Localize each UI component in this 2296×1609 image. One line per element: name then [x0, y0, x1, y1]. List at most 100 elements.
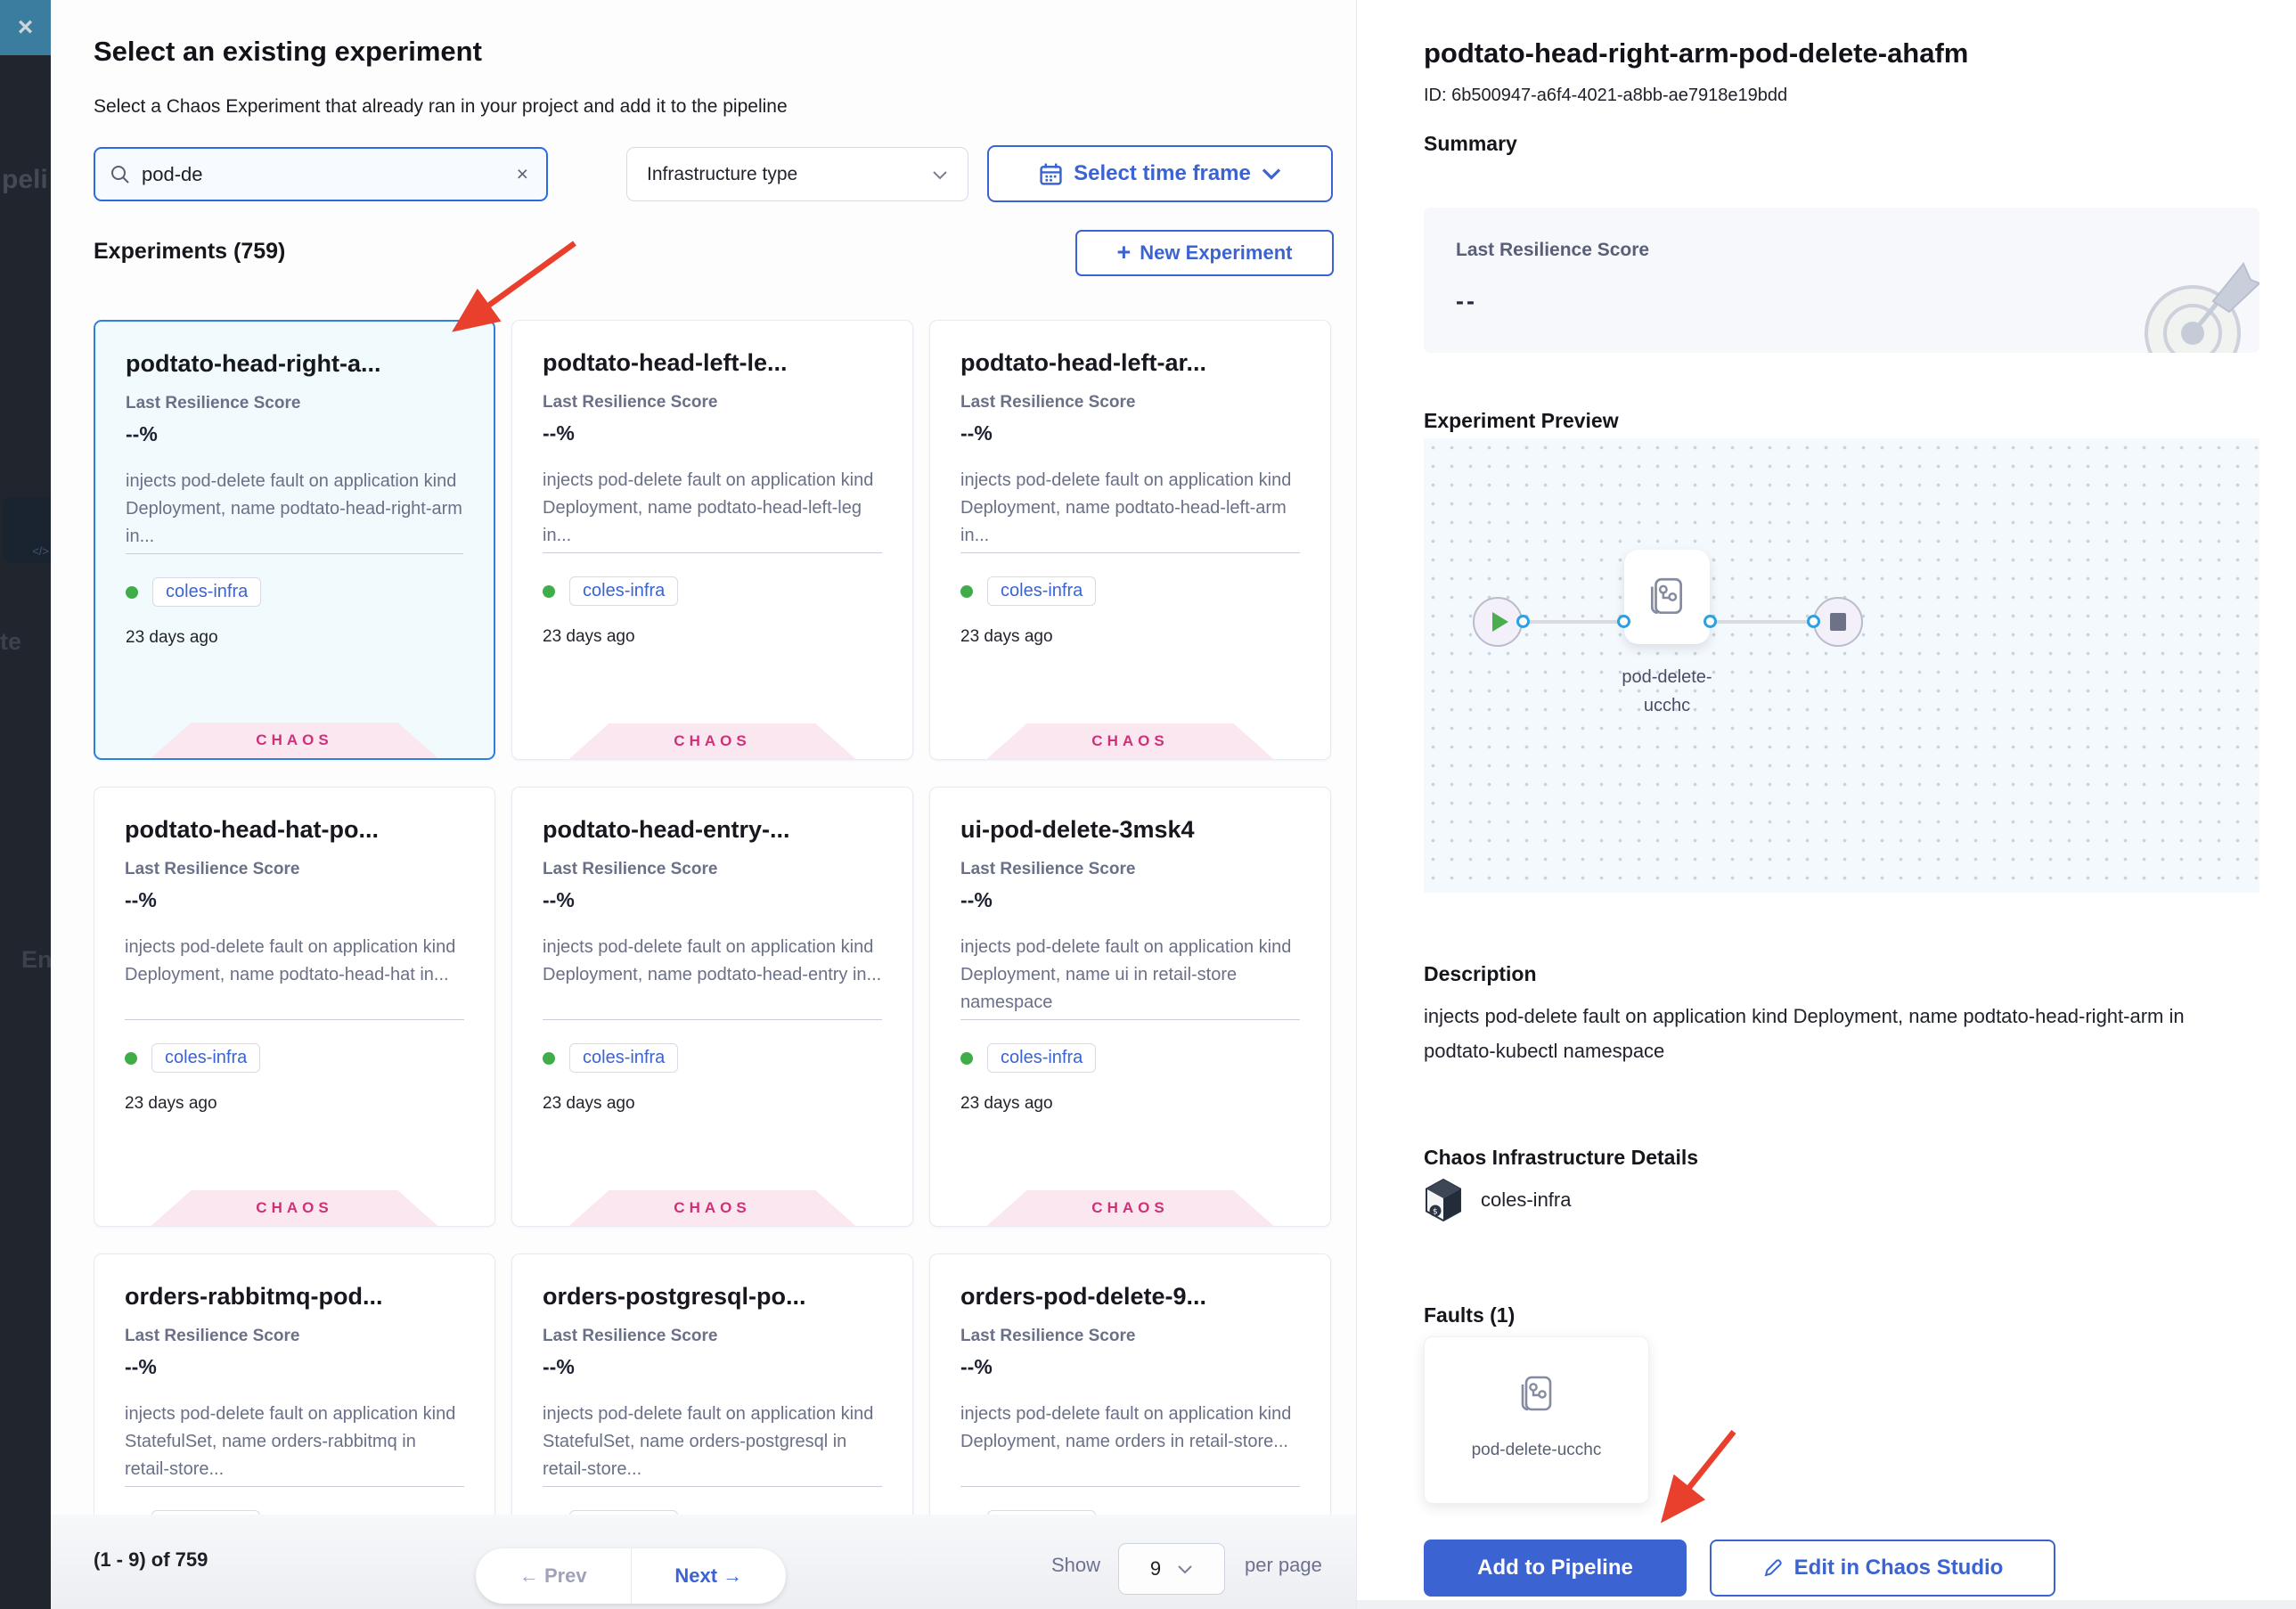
chevron-down-icon [1262, 168, 1281, 180]
infrastructure-chip[interactable]: coles-infra [569, 1043, 679, 1073]
experiment-card[interactable]: podtato-head-entry-... Last Resilience S… [511, 787, 913, 1227]
resilience-score-label: Last Resilience Score [543, 860, 718, 878]
select-time-frame-button[interactable]: Select time frame [987, 145, 1333, 202]
resilience-score-label: Last Resilience Score [1456, 240, 1650, 260]
last-run-time: 23 days ago [960, 627, 1053, 646]
add-to-pipeline-button[interactable]: Add to Pipeline [1424, 1540, 1687, 1597]
description-heading: Description [1424, 962, 1537, 985]
card-title: podtato-head-left-ar... [960, 349, 1206, 376]
infrastructure-chip[interactable]: coles-infra [151, 1043, 261, 1073]
resilience-score-value: --% [125, 888, 157, 911]
card-description: injects pod-delete fault on application … [960, 467, 1300, 553]
experiment-card[interactable]: podtato-head-hat-po... Last Resilience S… [94, 787, 495, 1227]
card-title: podtato-head-right-a... [126, 350, 381, 377]
chaos-badge: CHAOS [986, 723, 1274, 759]
fault-name: pod-delete-ucchc [1471, 1441, 1602, 1459]
experiment-card-grid: podtato-head-right-a... Last Resilience … [94, 320, 1332, 1516]
infrastructure-name: coles-infra [1481, 1188, 1572, 1211]
infrastructure-chip[interactable]: coles-infra [987, 576, 1097, 606]
per-page-label: per page [1245, 1554, 1322, 1576]
card-title: ui-pod-delete-3msk4 [960, 816, 1195, 843]
resilience-score-label: Last Resilience Score [125, 1327, 300, 1345]
clear-search-icon[interactable]: × [516, 162, 528, 185]
card-description: injects pod-delete fault on application … [960, 934, 1300, 1020]
card-title: orders-pod-delete-9... [960, 1283, 1207, 1310]
experiment-description: injects pod-delete fault on application … [1424, 1005, 2185, 1062]
time-frame-label: Select time frame [1074, 161, 1251, 185]
last-run-time: 23 days ago [125, 1094, 217, 1113]
background-text-fragment: En [21, 946, 51, 973]
prev-page-button[interactable]: ← Prev [476, 1548, 632, 1604]
card-title: podtato-head-entry-... [543, 816, 790, 843]
close-button[interactable]: × [0, 0, 51, 55]
status-dot [960, 584, 973, 598]
experiment-preview-canvas[interactable]: pod-delete- ucchc [1424, 438, 2259, 893]
resilience-score-value: --% [543, 888, 575, 911]
calendar-icon [1040, 163, 1062, 185]
pipeline-start-node[interactable] [1473, 597, 1523, 647]
card-title: orders-postgresql-po... [543, 1283, 806, 1310]
resilience-score-value: --% [543, 421, 575, 445]
card-title: podtato-head-left-le... [543, 349, 788, 376]
panel-bottom-strip [1357, 1600, 2296, 1609]
infrastructure-type-label: Infrastructure type [647, 163, 798, 184]
show-label: Show [1051, 1554, 1101, 1576]
status-dot [543, 584, 555, 598]
pipeline-end-node[interactable] [1813, 597, 1863, 647]
experiment-id: ID: 6b500947-a6f4-4021-a8bb-ae7918e19bdd [1424, 86, 1788, 105]
status-dot [125, 1051, 137, 1065]
resilience-score-label: Last Resilience Score [543, 393, 718, 412]
last-run-time: 23 days ago [126, 628, 218, 647]
plus-icon: + [1116, 238, 1132, 265]
fault-node-label: pod-delete- ucchc [1622, 667, 1712, 715]
infrastructure-type-select[interactable]: Infrastructure type [626, 147, 968, 201]
new-experiment-button[interactable]: + New Experiment [1075, 230, 1334, 276]
background-node-fragment: </> [3, 497, 51, 563]
infrastructure-chip-row: coles-infra [126, 577, 463, 607]
pager: ← Prev Next → [476, 1548, 786, 1604]
experiments-count-heading: Experiments (759) [94, 239, 286, 264]
svg-text:$: $ [1433, 1208, 1438, 1217]
experiment-card[interactable]: orders-rabbitmq-pod... Last Resilience S… [94, 1254, 495, 1516]
pagination-footer: (1 - 9) of 759 ← Prev Next → Show 9 per … [51, 1515, 1356, 1609]
experiment-card[interactable]: orders-postgresql-po... Last Resilience … [511, 1254, 913, 1516]
connector-port [1617, 615, 1630, 628]
search-input-wrapper: × [94, 147, 548, 201]
experiment-card[interactable]: podtato-head-right-a... Last Resilience … [94, 320, 495, 760]
search-input[interactable] [142, 162, 503, 186]
resilience-score-label: Last Resilience Score [960, 393, 1136, 412]
pipeline-connector [1712, 620, 1813, 624]
background-text-fragment: peli [2, 165, 48, 194]
edit-in-chaos-studio-button[interactable]: Edit in Chaos Studio [1710, 1540, 2055, 1597]
resilience-score-value: --% [543, 1355, 575, 1378]
target-dart-illustration [2145, 262, 2259, 353]
resilience-score-label: Last Resilience Score [960, 1327, 1136, 1345]
page-size-value: 9 [1149, 1557, 1162, 1580]
card-description: injects pod-delete fault on application … [960, 1401, 1300, 1487]
pipeline-fault-node[interactable] [1624, 550, 1710, 644]
experiment-card[interactable]: ui-pod-delete-3msk4 Last Resilience Scor… [929, 787, 1331, 1227]
experiment-card[interactable]: podtato-head-left-ar... Last Resilience … [929, 320, 1331, 760]
resilience-score-label: Last Resilience Score [125, 860, 300, 878]
status-dot [960, 1051, 973, 1065]
new-experiment-label: New Experiment [1140, 241, 1293, 264]
infrastructure-chip[interactable]: coles-infra [152, 577, 262, 607]
chaos-badge: CHAOS [568, 1190, 856, 1226]
experiment-card[interactable]: podtato-head-left-le... Last Resilience … [511, 320, 913, 760]
code-icon: </> [32, 544, 49, 558]
next-page-button[interactable]: Next → [674, 1564, 743, 1587]
resilience-score-label: Last Resilience Score [543, 1327, 718, 1345]
infrastructure-chip[interactable]: coles-infra [987, 1043, 1097, 1073]
fault-card[interactable]: pod-delete-ucchc [1424, 1336, 1649, 1504]
pagination-range: (1 - 9) of 759 [94, 1548, 208, 1571]
infrastructure-chip[interactable]: coles-infra [569, 576, 679, 606]
connector-port [1516, 615, 1530, 628]
fault-icon [1521, 1376, 1551, 1411]
card-description: injects pod-delete fault on application … [125, 1401, 464, 1487]
card-description: injects pod-delete fault on application … [543, 467, 882, 553]
card-description: injects pod-delete fault on application … [125, 934, 464, 1020]
page-size-select[interactable]: 9 [1118, 1543, 1225, 1595]
card-title: orders-rabbitmq-pod... [125, 1283, 383, 1310]
experiment-card[interactable]: orders-pod-delete-9... Last Resilience S… [929, 1254, 1331, 1516]
